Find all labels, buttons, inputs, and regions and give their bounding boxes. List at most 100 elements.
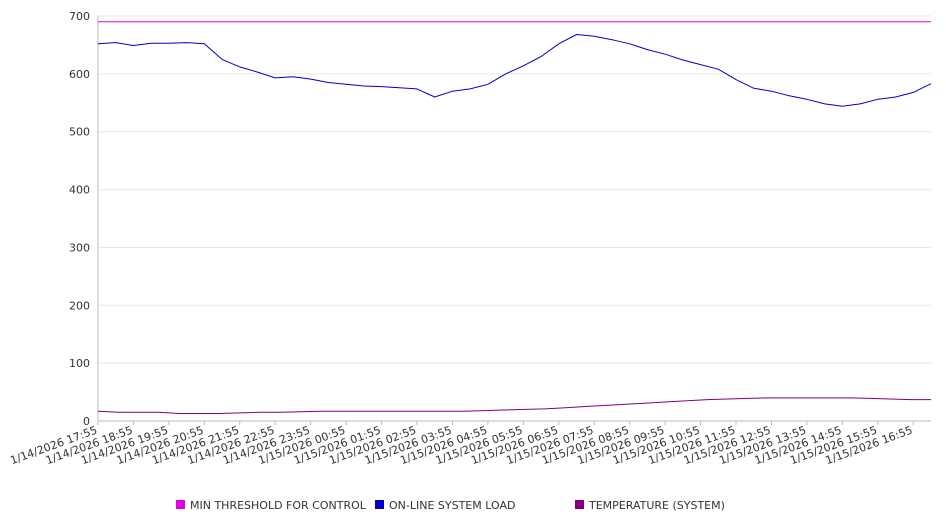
series-point-1: [541, 56, 542, 57]
series-point-1: [789, 95, 790, 96]
series-point-1: [594, 36, 595, 37]
series-point-2: [118, 412, 119, 413]
series-point-2: [829, 397, 830, 398]
series-point-1: [647, 49, 648, 50]
series-point-1: [452, 91, 453, 92]
series-point-1: [665, 54, 666, 55]
series-point-0: [718, 21, 719, 22]
series-point-0: [328, 21, 329, 22]
y-tick-label: 600: [69, 68, 90, 81]
series-point-0: [576, 21, 577, 22]
series-point-0: [115, 21, 116, 22]
series-point-2: [565, 407, 566, 408]
series-point-1: [860, 103, 861, 104]
series-point-2: [443, 411, 444, 412]
series-point-0: [239, 21, 240, 22]
series-point-1: [222, 59, 223, 60]
series-point-0: [541, 21, 542, 22]
series-point-1: [611, 39, 612, 40]
y-tick-label: 200: [69, 299, 90, 312]
series-point-2: [301, 411, 302, 412]
series-point-1: [381, 86, 382, 87]
series-point-2: [97, 411, 98, 412]
series-point-1: [115, 42, 116, 43]
series-point-1: [151, 43, 152, 44]
series-point-0: [523, 21, 524, 22]
series-point-1: [363, 85, 364, 86]
series-point-1: [310, 79, 311, 80]
series-point-1: [895, 96, 896, 97]
series-point-0: [913, 21, 914, 22]
legend-label: MIN THRESHOLD FOR CONTROL: [190, 499, 367, 512]
series-point-0: [611, 21, 612, 22]
series-point-1: [416, 88, 417, 89]
series-point-0: [310, 21, 311, 22]
series-point-0: [97, 21, 98, 22]
series-point-0: [860, 21, 861, 22]
series-point-1: [505, 73, 506, 74]
series-point-1: [771, 91, 772, 92]
series-point-1: [877, 99, 878, 100]
series-point-2: [280, 412, 281, 413]
series-point-0: [789, 21, 790, 22]
series-point-0: [629, 21, 630, 22]
series-point-2: [869, 398, 870, 399]
series-point-0: [824, 21, 825, 22]
series-point-0: [186, 21, 187, 22]
series-point-1: [913, 92, 914, 93]
series-point-2: [585, 406, 586, 407]
series-point-1: [842, 106, 843, 107]
series-point-1: [558, 43, 559, 44]
series-point-1: [718, 69, 719, 70]
grid-layer: [98, 15, 931, 364]
series-layer: [97, 21, 932, 414]
series-point-2: [138, 412, 139, 413]
series-point-2: [910, 399, 911, 400]
series-point-1: [186, 42, 187, 43]
series-point-0: [381, 21, 382, 22]
series-point-0: [204, 21, 205, 22]
series-point-2: [646, 403, 647, 404]
series-point-2: [402, 411, 403, 412]
series-point-0: [753, 21, 754, 22]
y-tick-label: 300: [69, 241, 90, 254]
legend-label: ON-LINE SYSTEM LOAD: [389, 499, 515, 512]
series-point-2: [463, 411, 464, 412]
y-tick-label: 500: [69, 126, 90, 139]
series-point-2: [687, 400, 688, 401]
series-point-2: [260, 412, 261, 413]
series-point-0: [487, 21, 488, 22]
series-point-0: [594, 21, 595, 22]
legend-swatch: [375, 500, 384, 509]
series-point-2: [321, 411, 322, 412]
series-point-2: [626, 404, 627, 405]
series-point-0: [647, 21, 648, 22]
legend-swatch: [575, 500, 584, 509]
series-point-1: [399, 87, 400, 88]
series-line-1: [97, 34, 932, 107]
y-tick-label: 100: [69, 357, 90, 370]
series-point-1: [824, 103, 825, 104]
series-point-0: [665, 21, 666, 22]
series-point-2: [809, 397, 810, 398]
series-point-0: [700, 21, 701, 22]
series-point-0: [168, 21, 169, 22]
series-point-2: [748, 398, 749, 399]
series-point-2: [504, 409, 505, 410]
series-point-0: [275, 21, 276, 22]
series-point-2: [158, 412, 159, 413]
series-point-2: [544, 408, 545, 409]
series-point-1: [239, 66, 240, 67]
series-point-0: [930, 21, 931, 22]
series-point-0: [735, 21, 736, 22]
series-point-1: [806, 99, 807, 100]
series-point-1: [930, 83, 931, 84]
series-point-1: [434, 96, 435, 97]
series-point-0: [434, 21, 435, 22]
y-tick-label: 700: [69, 10, 90, 23]
series-point-0: [505, 21, 506, 22]
series-point-2: [341, 411, 342, 412]
y-tick-label: 400: [69, 184, 90, 197]
series-point-0: [771, 21, 772, 22]
